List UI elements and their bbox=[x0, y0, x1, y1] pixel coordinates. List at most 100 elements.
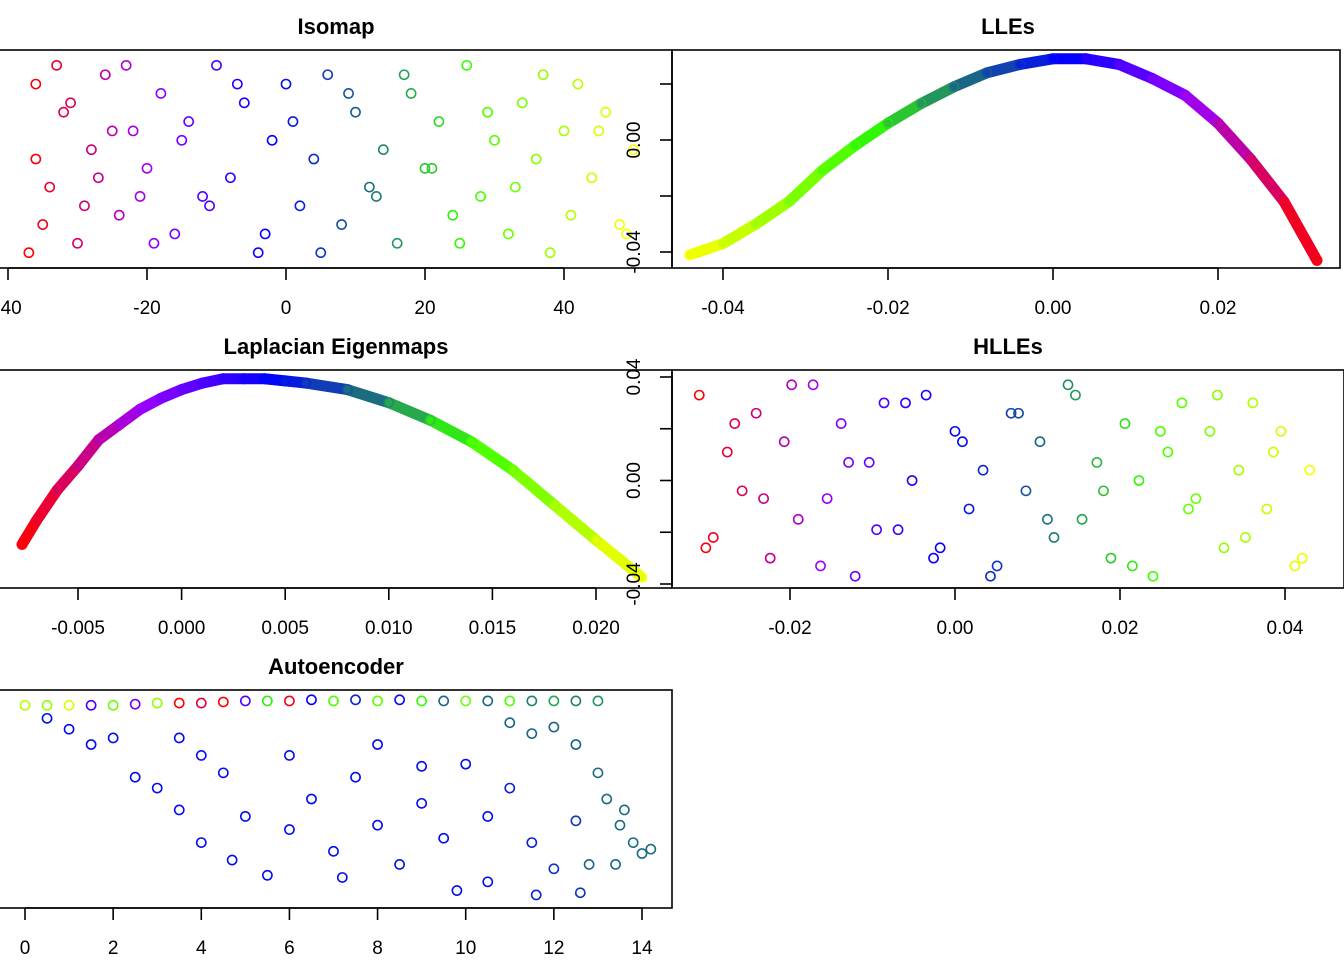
data-point bbox=[280, 78, 292, 90]
data-point bbox=[19, 699, 31, 711]
data-point bbox=[526, 837, 538, 848]
data-point bbox=[1183, 503, 1194, 515]
data-point bbox=[1146, 73, 1158, 84]
data-point bbox=[195, 750, 207, 761]
data-point bbox=[328, 695, 339, 707]
laplacian-points bbox=[16, 373, 648, 583]
data-point bbox=[173, 804, 185, 816]
x-tick-label: -0.04 bbox=[701, 298, 745, 319]
curve-band-segment bbox=[915, 81, 960, 110]
x-tick-label: 0.015 bbox=[469, 618, 517, 639]
data-point bbox=[134, 191, 146, 202]
data-point bbox=[878, 397, 890, 409]
data-point bbox=[502, 228, 514, 240]
x-tick-label: 0 bbox=[281, 298, 292, 319]
data-point bbox=[526, 695, 538, 707]
x-tick-label: 4 bbox=[196, 938, 207, 959]
data-point bbox=[51, 59, 63, 71]
data-point bbox=[148, 237, 160, 249]
x-tick-label: 8 bbox=[372, 938, 383, 959]
data-point bbox=[30, 153, 42, 165]
data-point bbox=[141, 162, 153, 174]
data-point bbox=[1296, 552, 1308, 564]
lle-panel: -0.04 -0.02 0.00 0.02 -0.04 0.00 bbox=[624, 49, 1341, 319]
data-point bbox=[72, 237, 83, 249]
data-point bbox=[482, 106, 493, 118]
curve-band-segment bbox=[849, 117, 894, 152]
data-point bbox=[1013, 407, 1024, 419]
data-point bbox=[530, 889, 542, 901]
data-point bbox=[239, 811, 251, 822]
data-point bbox=[684, 249, 696, 261]
data-point bbox=[416, 797, 428, 809]
autoencoder-plot-box bbox=[0, 689, 673, 909]
data-point bbox=[1304, 464, 1316, 476]
data-point bbox=[451, 885, 463, 896]
x-tick-label: 14 bbox=[631, 938, 653, 959]
hlle-points bbox=[693, 379, 1316, 582]
x-tick-label: 0.000 bbox=[158, 618, 206, 639]
data-point bbox=[461, 59, 473, 71]
isomap-plot-box bbox=[0, 49, 673, 269]
curve-band-segment bbox=[590, 534, 648, 583]
data-point bbox=[600, 106, 612, 118]
data-point bbox=[610, 859, 621, 870]
isomap-title: Isomap bbox=[297, 14, 374, 39]
data-point bbox=[266, 134, 278, 146]
data-point bbox=[195, 837, 207, 848]
autoencoder-panel: 0 2 4 6 8 10 12 14 bbox=[0, 689, 673, 959]
data-point bbox=[176, 134, 188, 146]
x-tick-label: 20 bbox=[414, 298, 435, 319]
laplacian-plot-box bbox=[0, 369, 673, 589]
curve-band-segment bbox=[1113, 58, 1158, 84]
data-point bbox=[482, 695, 494, 707]
curve-band-segment bbox=[1080, 53, 1125, 70]
data-point bbox=[238, 97, 250, 109]
x-tick-label: 0.020 bbox=[572, 618, 620, 639]
data-point bbox=[196, 377, 208, 389]
data-point bbox=[226, 854, 238, 866]
curve-band-segment bbox=[783, 165, 828, 208]
data-point bbox=[86, 144, 97, 156]
data-point bbox=[849, 140, 861, 151]
data-point bbox=[1211, 389, 1223, 401]
data-point bbox=[530, 153, 542, 165]
data-point bbox=[155, 88, 167, 99]
data-point bbox=[370, 191, 382, 202]
data-point bbox=[211, 59, 222, 71]
data-point bbox=[1289, 560, 1301, 572]
curve-band-segment bbox=[507, 464, 561, 511]
data-point bbox=[949, 425, 961, 437]
laplacian-panel: -0.005 0.000 0.005 0.010 0.015 0.020 bbox=[0, 369, 673, 639]
curve-band-segment bbox=[1014, 53, 1059, 70]
data-point bbox=[173, 732, 185, 744]
data-point bbox=[717, 238, 729, 249]
data-point bbox=[51, 484, 63, 496]
data-point bbox=[1014, 59, 1026, 70]
data-point bbox=[65, 97, 76, 109]
lle-plot-box bbox=[671, 49, 1341, 269]
data-point bbox=[336, 872, 348, 883]
curve-band-segment bbox=[948, 67, 993, 93]
data-point bbox=[934, 542, 946, 554]
data-point bbox=[570, 739, 582, 750]
data-point bbox=[173, 697, 185, 709]
data-point bbox=[586, 172, 598, 184]
curve-band-segment bbox=[1146, 72, 1191, 101]
data-point bbox=[1133, 475, 1145, 486]
data-point bbox=[155, 392, 167, 404]
x-tick-label: 6 bbox=[284, 938, 295, 959]
data-point bbox=[928, 552, 939, 564]
data-point bbox=[1070, 389, 1081, 401]
data-point bbox=[424, 414, 436, 426]
data-point bbox=[287, 116, 299, 127]
data-point bbox=[1268, 446, 1279, 458]
data-point bbox=[816, 165, 828, 177]
data-point bbox=[217, 696, 229, 708]
data-point bbox=[72, 460, 84, 472]
data-point bbox=[863, 456, 875, 468]
data-point bbox=[394, 694, 406, 706]
data-point bbox=[426, 162, 438, 174]
data-point bbox=[1113, 59, 1125, 70]
data-point bbox=[906, 475, 918, 486]
